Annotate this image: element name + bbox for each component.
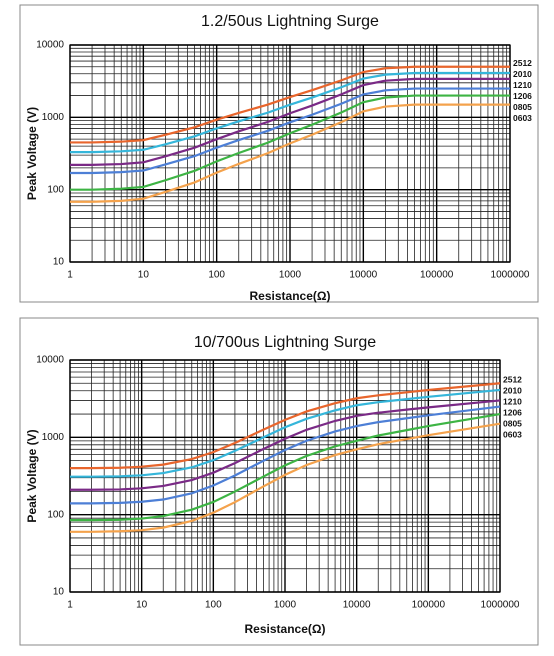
chart-title: 10/700us Lightning Surge xyxy=(194,334,376,351)
y-axis-label: Peak Voltage (V) xyxy=(25,429,39,522)
series-label: 0805 xyxy=(503,419,522,429)
x-tick-label: 10 xyxy=(138,270,150,281)
series-line xyxy=(70,71,510,154)
series-label: 0805 xyxy=(513,102,532,112)
x-tick-label: 100 xyxy=(208,270,225,281)
series-label: 2512 xyxy=(513,58,532,68)
series-line xyxy=(70,65,510,144)
x-axis-label: Resistance(Ω) xyxy=(245,622,326,636)
y-tick-label: 10 xyxy=(53,257,65,268)
x-tick-label: 1000 xyxy=(274,600,297,611)
series-label: 1210 xyxy=(513,80,532,90)
series-label: 2512 xyxy=(503,375,522,385)
y-tick-label: 100 xyxy=(47,184,64,195)
x-tick-label: 10 xyxy=(136,600,148,611)
x-tick-label: 1000000 xyxy=(481,600,520,611)
series-line xyxy=(70,103,510,203)
series-line xyxy=(70,382,501,470)
series-line xyxy=(70,388,501,478)
x-axis-label: Resistance(Ω) xyxy=(250,289,331,303)
y-tick-label: 1000 xyxy=(42,432,65,443)
series-line xyxy=(70,94,510,191)
plot-border xyxy=(69,44,511,263)
series-label: 2010 xyxy=(513,69,532,79)
x-tick-label: 1 xyxy=(67,600,73,611)
series-line xyxy=(70,405,501,505)
x-tick-label: 100 xyxy=(205,600,222,611)
series-label: 0603 xyxy=(503,430,522,440)
y-tick-label: 10000 xyxy=(36,40,64,51)
y-tick-label: 10 xyxy=(53,587,65,598)
series-line xyxy=(70,412,501,522)
y-axis-label: Peak Voltage (V) xyxy=(25,107,39,200)
series-label: 0603 xyxy=(513,113,532,123)
y-tick-label: 10000 xyxy=(36,355,64,366)
x-tick-label: 100000 xyxy=(420,270,454,281)
series-label: 1206 xyxy=(513,91,532,101)
y-tick-label: 100 xyxy=(47,509,64,520)
y-tick-label: 1000 xyxy=(42,112,65,123)
series-line xyxy=(70,87,510,175)
series-line xyxy=(70,399,501,491)
x-tick-label: 100000 xyxy=(412,600,446,611)
x-tick-label: 1 xyxy=(67,270,73,281)
series-label: 1206 xyxy=(503,408,522,418)
chart-frame xyxy=(19,317,539,646)
x-tick-label: 1000 xyxy=(279,270,302,281)
series-line xyxy=(70,77,510,166)
x-tick-label: 10000 xyxy=(349,270,377,281)
chart-title: 1.2/50us Lightning Surge xyxy=(201,13,379,30)
x-tick-label: 1000000 xyxy=(491,270,530,281)
series-line xyxy=(70,422,501,533)
x-tick-label: 10000 xyxy=(343,600,371,611)
series-label: 2010 xyxy=(503,386,522,396)
series-label: 1210 xyxy=(503,397,522,407)
